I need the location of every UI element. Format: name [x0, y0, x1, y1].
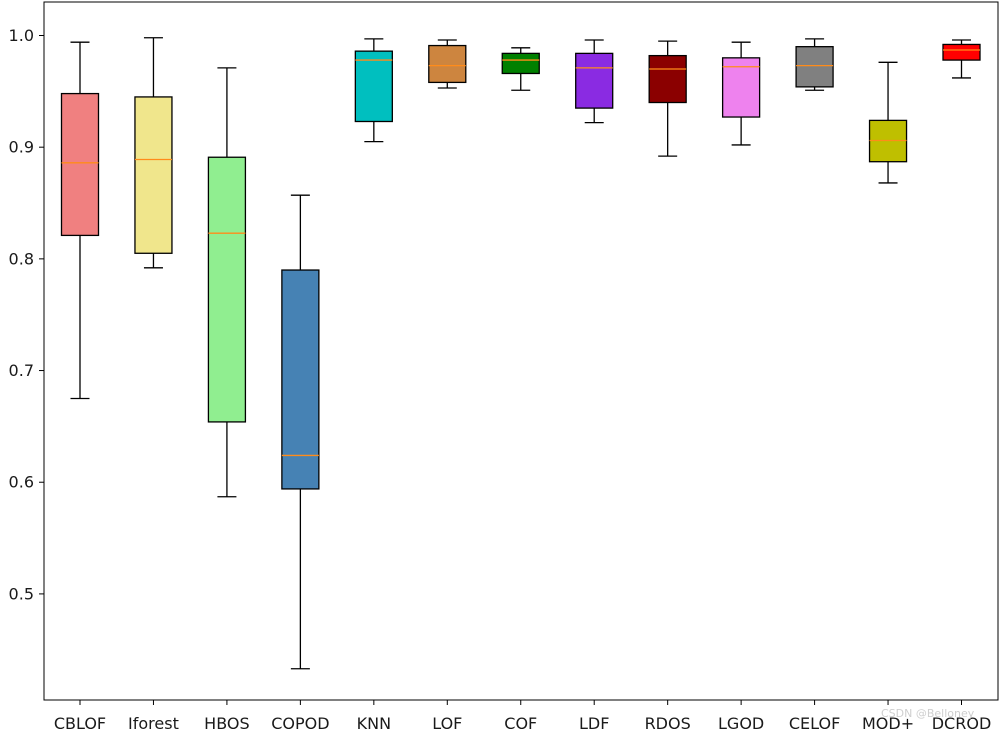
- box-group-celof: [795, 38, 834, 91]
- y-tick-label: 0.9: [9, 138, 34, 157]
- x-tick-label: COPOD: [271, 714, 329, 730]
- x-tick-label: RDOS: [645, 714, 691, 730]
- plot-area: [60, 37, 981, 670]
- axes-frame: [43, 1, 999, 701]
- y-tick-label: 1.0: [9, 26, 34, 45]
- box-group-copod: [281, 194, 320, 670]
- box-group-cof: [501, 47, 540, 91]
- x-tick-label: MOD+: [862, 714, 914, 730]
- x-tick-label: LOF: [432, 714, 462, 730]
- y-tick-label: 0.5: [9, 584, 34, 603]
- box-group-dcrod: [942, 39, 981, 79]
- y-tick-label: 0.6: [9, 473, 34, 492]
- x-tick-label: COF: [504, 714, 537, 730]
- x-tick-label: KNN: [357, 714, 391, 730]
- x-tick-label: CBLOF: [54, 714, 106, 730]
- box-group-iforest: [134, 37, 173, 269]
- box-group-ldf: [575, 39, 614, 124]
- x-tick-label: LDF: [579, 714, 609, 730]
- y-axis: 0.5 0.6 0.7 0.8 0.9 1.0: [9, 26, 44, 603]
- box-body: [428, 44, 467, 84]
- box-body: [281, 269, 320, 490]
- box-body: [721, 57, 761, 118]
- y-tick-label: 0.7: [9, 361, 34, 380]
- x-tick-label: Iforest: [128, 714, 179, 730]
- box-group-rdos: [648, 40, 687, 157]
- box-group-lof: [428, 39, 467, 89]
- box-body: [134, 96, 173, 254]
- box-body: [942, 43, 981, 61]
- box-body: [354, 50, 393, 123]
- x-tick-label: CELOF: [789, 714, 840, 730]
- watermark: CSDN @Belloney: [881, 707, 975, 720]
- box-group-knn: [354, 38, 393, 143]
- box-body: [207, 156, 247, 423]
- box-body: [648, 54, 687, 104]
- y-tick-label: 0.8: [9, 249, 34, 268]
- box-group-hbos: [207, 67, 247, 498]
- box-body: [501, 52, 540, 75]
- box-body: [60, 92, 100, 237]
- box-group-mod-: [868, 61, 908, 184]
- x-tick-label: LGOD: [718, 714, 764, 730]
- box-body: [575, 52, 614, 109]
- box-group-cblof: [60, 41, 100, 400]
- x-tick-label: HBOS: [204, 714, 249, 730]
- box-body: [795, 46, 834, 88]
- x-axis: CBLOF Iforest HBOS COPOD KNN LOF COF LDF RDOS LGO…: [54, 700, 991, 730]
- x-tick-label: DCROD: [932, 714, 992, 730]
- box-group-lgod: [721, 41, 761, 146]
